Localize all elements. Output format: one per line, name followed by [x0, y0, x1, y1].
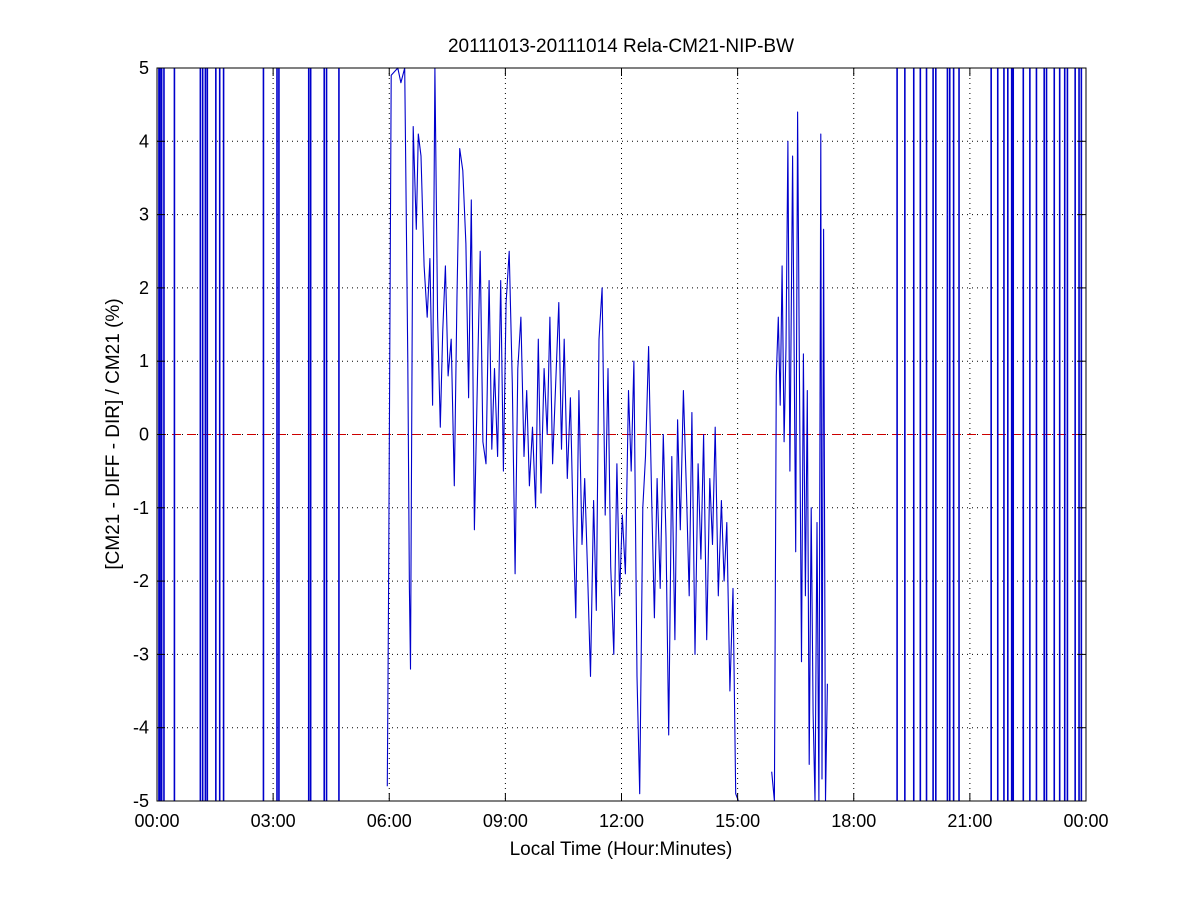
- series-line-evening: [771, 111, 828, 802]
- y-tick-label: -4: [133, 718, 149, 738]
- x-axis-label: Local Time (Hour:Minutes): [510, 839, 733, 860]
- y-tick-labels: 5 4 3 2 1 0 -1 -2 -3 -4 -5: [133, 58, 149, 811]
- chart-title: 20111013-20111014 Rela-CM21-NIP-BW: [448, 36, 794, 57]
- y-tick-label: -2: [133, 571, 149, 591]
- grid: [157, 68, 1086, 801]
- y-tick-label: -5: [133, 791, 149, 811]
- y-tick-label: 0: [139, 425, 149, 445]
- y-tick-label: 2: [139, 278, 149, 298]
- x-tick-label: 12:00: [599, 811, 644, 831]
- y-tick-label: 1: [139, 351, 149, 371]
- x-tick-label: 09:00: [483, 811, 528, 831]
- x-tick-label: 15:00: [715, 811, 760, 831]
- y-axis-label: [CM21 - DIFF - DIR] / CM21 (%): [103, 298, 124, 569]
- x-tick-label: 03:00: [251, 811, 296, 831]
- y-tick-label: 4: [139, 131, 149, 151]
- x-tick-label: 21:00: [947, 811, 992, 831]
- x-tick-labels: 00:00 03:00 06:00 09:00 12:00 15:00 18:00 21:00…: [134, 811, 1108, 831]
- series-line-day: [386, 67, 739, 802]
- x-tick-label: 06:00: [367, 811, 412, 831]
- y-tick-label: -3: [133, 644, 149, 664]
- data-series: [158, 67, 1083, 802]
- x-tick-label: 00:00: [1063, 811, 1108, 831]
- y-tick-label: 3: [139, 205, 149, 225]
- y-tick-label: 5: [139, 58, 149, 78]
- y-tick-label: -1: [133, 498, 149, 518]
- x-tick-label: 00:00: [134, 811, 179, 831]
- axis-ticks: [156, 67, 1087, 802]
- x-tick-label: 18:00: [831, 811, 876, 831]
